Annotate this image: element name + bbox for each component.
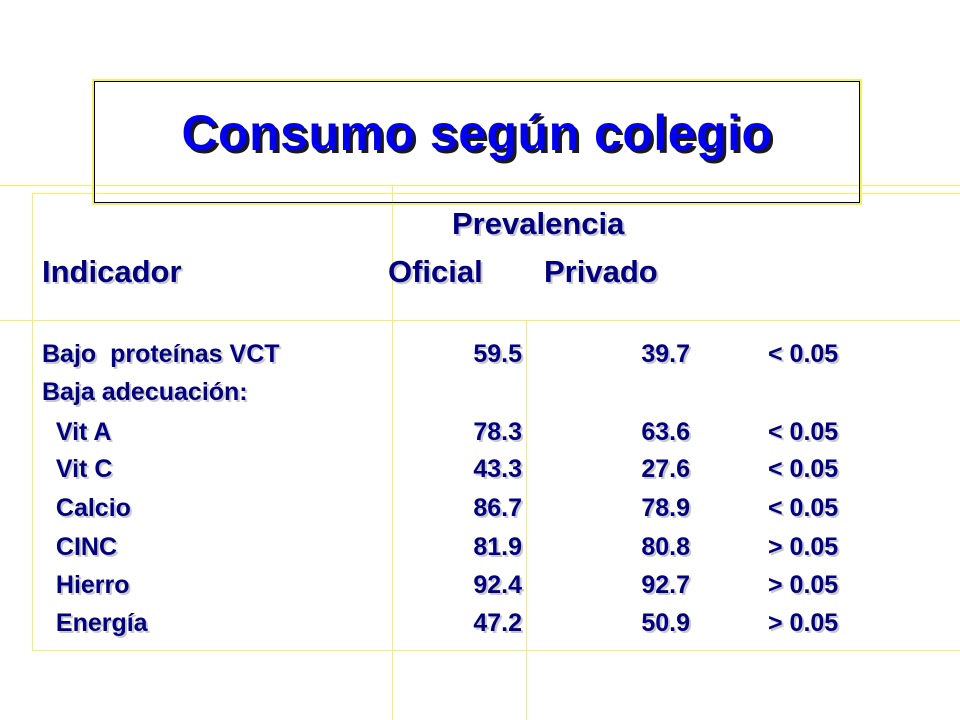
guide-line-v1 — [32, 193, 33, 651]
privado-value: 92.7 — [641, 571, 690, 599]
privado-value: 39.7 — [641, 340, 690, 368]
table-row: Vit C 43.3 27.6 < 0.05 — [0, 455, 960, 493]
row-label: Vit A — [42, 418, 112, 446]
p-value: > 0.05 — [768, 571, 839, 599]
p-value: < 0.05 — [768, 455, 839, 483]
header-privado: Privado — [544, 254, 658, 289]
row-label: Hierro — [42, 571, 130, 599]
privado-value: 78.9 — [641, 494, 690, 522]
row-label: Vit C — [42, 455, 113, 483]
p-value: < 0.05 — [768, 494, 839, 522]
privado-value: 63.6 — [641, 418, 690, 446]
row-label: Energía — [42, 609, 148, 637]
row-label: Calcio — [42, 494, 131, 522]
guide-line-h2 — [32, 193, 960, 194]
header-oficial: Oficial — [388, 254, 483, 289]
table-row: Calcio 86.7 78.9 < 0.05 — [0, 494, 960, 532]
privado-value: 27.6 — [641, 455, 690, 483]
oficial-value: 59.5 — [473, 340, 522, 368]
guide-line-h3 — [0, 320, 960, 321]
guide-line-v2 — [392, 185, 393, 720]
p-value: > 0.05 — [768, 533, 839, 561]
table-row: Energía 47.2 50.9 > 0.05 — [0, 609, 960, 647]
oficial-value: 78.3 — [473, 418, 522, 446]
table-row: Hierro 92.4 92.7 > 0.05 — [0, 571, 960, 609]
guide-line-v3 — [526, 320, 527, 720]
oficial-value: 81.9 — [473, 533, 522, 561]
guide-line-h4 — [32, 650, 960, 651]
oficial-value: 43.3 — [473, 455, 522, 483]
oficial-value: 92.4 — [473, 571, 522, 599]
oficial-value: 47.2 — [473, 609, 522, 637]
title-box — [94, 81, 860, 203]
oficial-value: 86.7 — [473, 494, 522, 522]
p-value: < 0.05 — [768, 418, 839, 446]
privado-value: 50.9 — [641, 609, 690, 637]
table-row: CINC 81.9 80.8 > 0.05 — [0, 533, 960, 571]
row-label: Bajo proteínas VCT — [42, 340, 280, 368]
header-indicador: Indicador — [42, 254, 182, 289]
table-row: Baja adecuación: — [0, 378, 960, 416]
guide-line-h1 — [0, 185, 960, 186]
p-value: > 0.05 — [768, 609, 839, 637]
row-label: CINC — [42, 533, 117, 561]
header-prevalencia: Prevalencia — [452, 206, 625, 241]
row-label: Baja adecuación: — [42, 378, 248, 406]
table-row: Vit A 78.3 63.6 < 0.05 — [0, 418, 960, 456]
table-row: Bajo proteínas VCT 59.5 39.7 < 0.05 — [0, 340, 960, 378]
page-title: Consumo según colegio — [181, 105, 773, 161]
privado-value: 80.8 — [641, 533, 690, 561]
p-value: < 0.05 — [768, 340, 839, 368]
